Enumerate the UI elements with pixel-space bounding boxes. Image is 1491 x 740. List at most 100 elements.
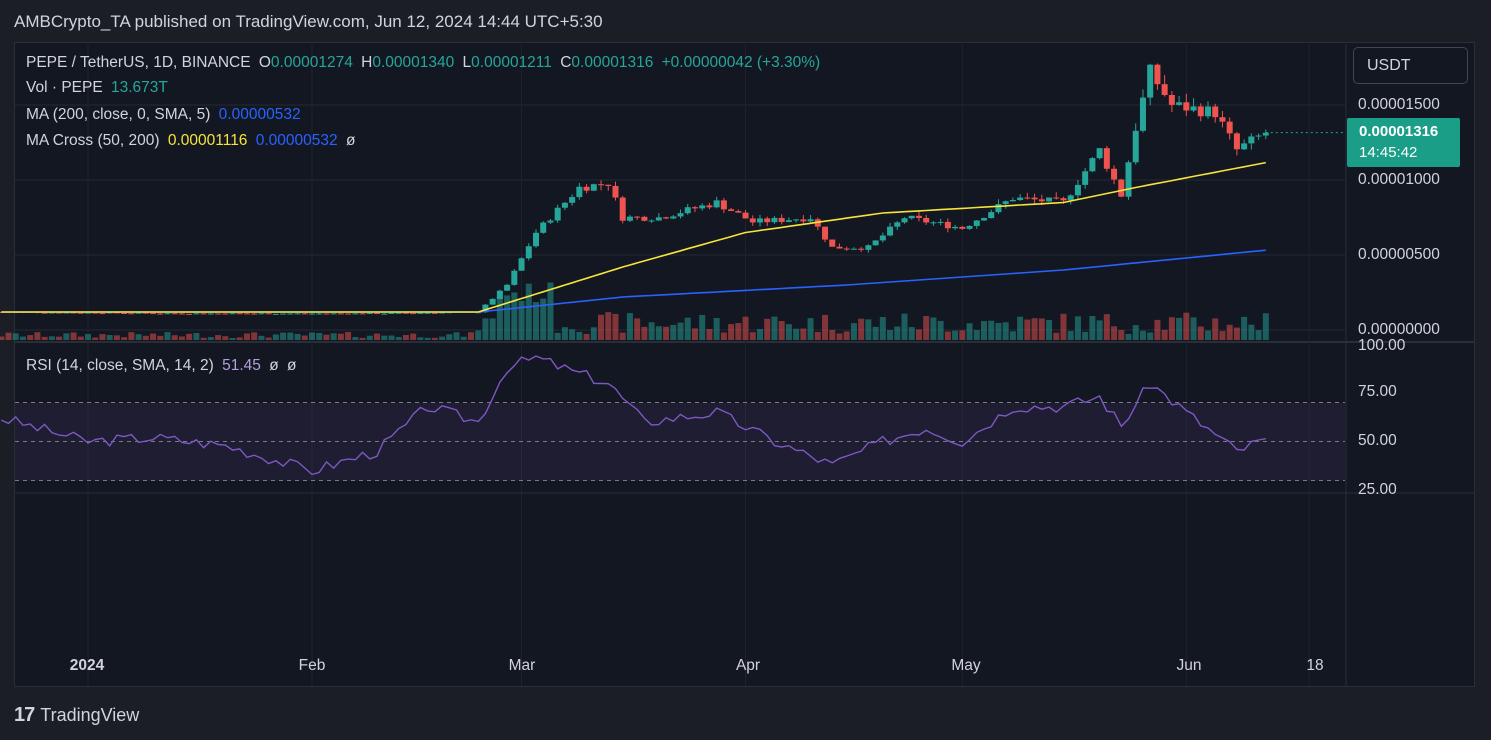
candle — [265, 313, 272, 315]
volume-bar — [186, 333, 193, 340]
visibility-icon[interactable]: ø — [269, 357, 279, 374]
volume-bar — [1125, 333, 1132, 340]
candle — [829, 239, 836, 247]
candle — [1082, 171, 1089, 185]
volume-bar — [439, 336, 446, 340]
ma-cross-legend[interactable]: MA Cross (50, 200) 0.00001116 0.00000532… — [26, 132, 359, 150]
candle — [590, 184, 597, 191]
volume-bar — [749, 332, 756, 340]
volume-bar — [800, 328, 807, 340]
candle — [655, 217, 662, 221]
candle — [482, 304, 489, 313]
last-price: 0.00001316 — [1359, 123, 1439, 140]
volume-bar — [684, 317, 691, 340]
volume-bar — [619, 332, 626, 340]
volume-bar — [359, 337, 366, 340]
candle — [937, 221, 944, 223]
candle — [215, 313, 222, 315]
rsi-legend[interactable]: RSI (14, close, SMA, 14, 2) 51.45 ø ø — [26, 357, 300, 375]
candle — [843, 248, 850, 250]
volume-bar — [966, 323, 973, 340]
symbol-title[interactable]: PEPE / TetherUS, 1D, BINANCE — [26, 54, 251, 71]
volume-bar — [1082, 331, 1089, 340]
candle — [337, 313, 344, 315]
volume-bar — [995, 322, 1002, 340]
candle — [1017, 197, 1024, 200]
volume-bar — [142, 335, 149, 340]
candle — [243, 313, 250, 315]
candle — [1002, 201, 1009, 205]
candle — [540, 222, 547, 233]
change-value: +0.00000042 (+3.30%) — [661, 54, 821, 71]
publisher-line: AMBCrypto_TA published on TradingView.co… — [14, 12, 603, 31]
volume-bar — [1161, 329, 1168, 340]
candle — [92, 312, 99, 314]
candle — [330, 313, 337, 315]
volume-bar — [337, 333, 344, 340]
volume-legend[interactable]: Vol · PEPE 13.673T — [26, 79, 172, 97]
volume-bar — [858, 318, 865, 340]
volume-bar — [1132, 325, 1139, 340]
candle — [995, 204, 1002, 213]
rsi-axis-label: 100.00 — [1358, 337, 1406, 354]
candle — [1038, 199, 1045, 202]
candle — [634, 216, 641, 218]
candle — [908, 215, 915, 219]
candle — [309, 313, 315, 315]
candle — [598, 184, 605, 186]
currency-selector[interactable]: USDT — [1353, 47, 1468, 84]
volume-value: 13.673T — [111, 79, 168, 96]
visibility-icon[interactable]: ø — [345, 132, 356, 149]
volume-bar — [525, 283, 532, 340]
candle — [70, 312, 77, 314]
volume-bar — [850, 323, 857, 340]
time-axis-label: Jun — [1176, 657, 1202, 674]
candle — [150, 313, 157, 315]
volume-bar — [1226, 324, 1233, 340]
volume-bar — [735, 323, 742, 340]
close-label: C — [560, 54, 572, 71]
candle — [99, 313, 106, 315]
volume-bar — [200, 337, 207, 340]
volume-bar — [901, 313, 908, 340]
volume-bar — [0, 336, 5, 340]
candle — [713, 200, 720, 208]
chart-frame — [14, 42, 1475, 687]
time-axis-label: 18 — [1306, 657, 1324, 674]
candle — [554, 207, 561, 221]
volume-bar — [56, 336, 63, 340]
volume-bar — [222, 336, 229, 340]
candle — [1176, 102, 1183, 105]
volume-bar — [713, 317, 720, 340]
tradingview-footer[interactable]: 17 TradingView — [14, 704, 139, 727]
volume-bar — [92, 337, 99, 340]
candle — [366, 313, 373, 315]
volume-bar — [793, 328, 800, 340]
volume-bar — [475, 330, 482, 340]
candle — [720, 200, 727, 210]
volume-bar — [533, 302, 539, 340]
volume-bar — [77, 336, 84, 340]
ma200-legend[interactable]: MA (200, close, 0, SMA, 5) 0.00000532 — [26, 106, 305, 124]
candle — [395, 312, 402, 314]
candle — [822, 226, 829, 240]
candle — [1009, 199, 1016, 202]
visibility-icon[interactable]: ø — [287, 357, 297, 374]
volume-bar — [1176, 317, 1183, 340]
high-label: H — [361, 54, 373, 71]
volume-bar — [164, 332, 171, 340]
candle — [749, 218, 756, 223]
candle — [1190, 106, 1197, 111]
candle — [41, 312, 48, 314]
volume-bar — [352, 336, 359, 340]
candle — [496, 290, 503, 299]
volume-bar — [648, 322, 655, 340]
volume-bar — [561, 327, 568, 340]
volume-bar — [460, 336, 467, 340]
candle — [894, 222, 901, 227]
volume-bar — [937, 320, 944, 340]
candle — [699, 205, 706, 209]
candle — [1161, 84, 1168, 95]
candle — [287, 313, 294, 315]
